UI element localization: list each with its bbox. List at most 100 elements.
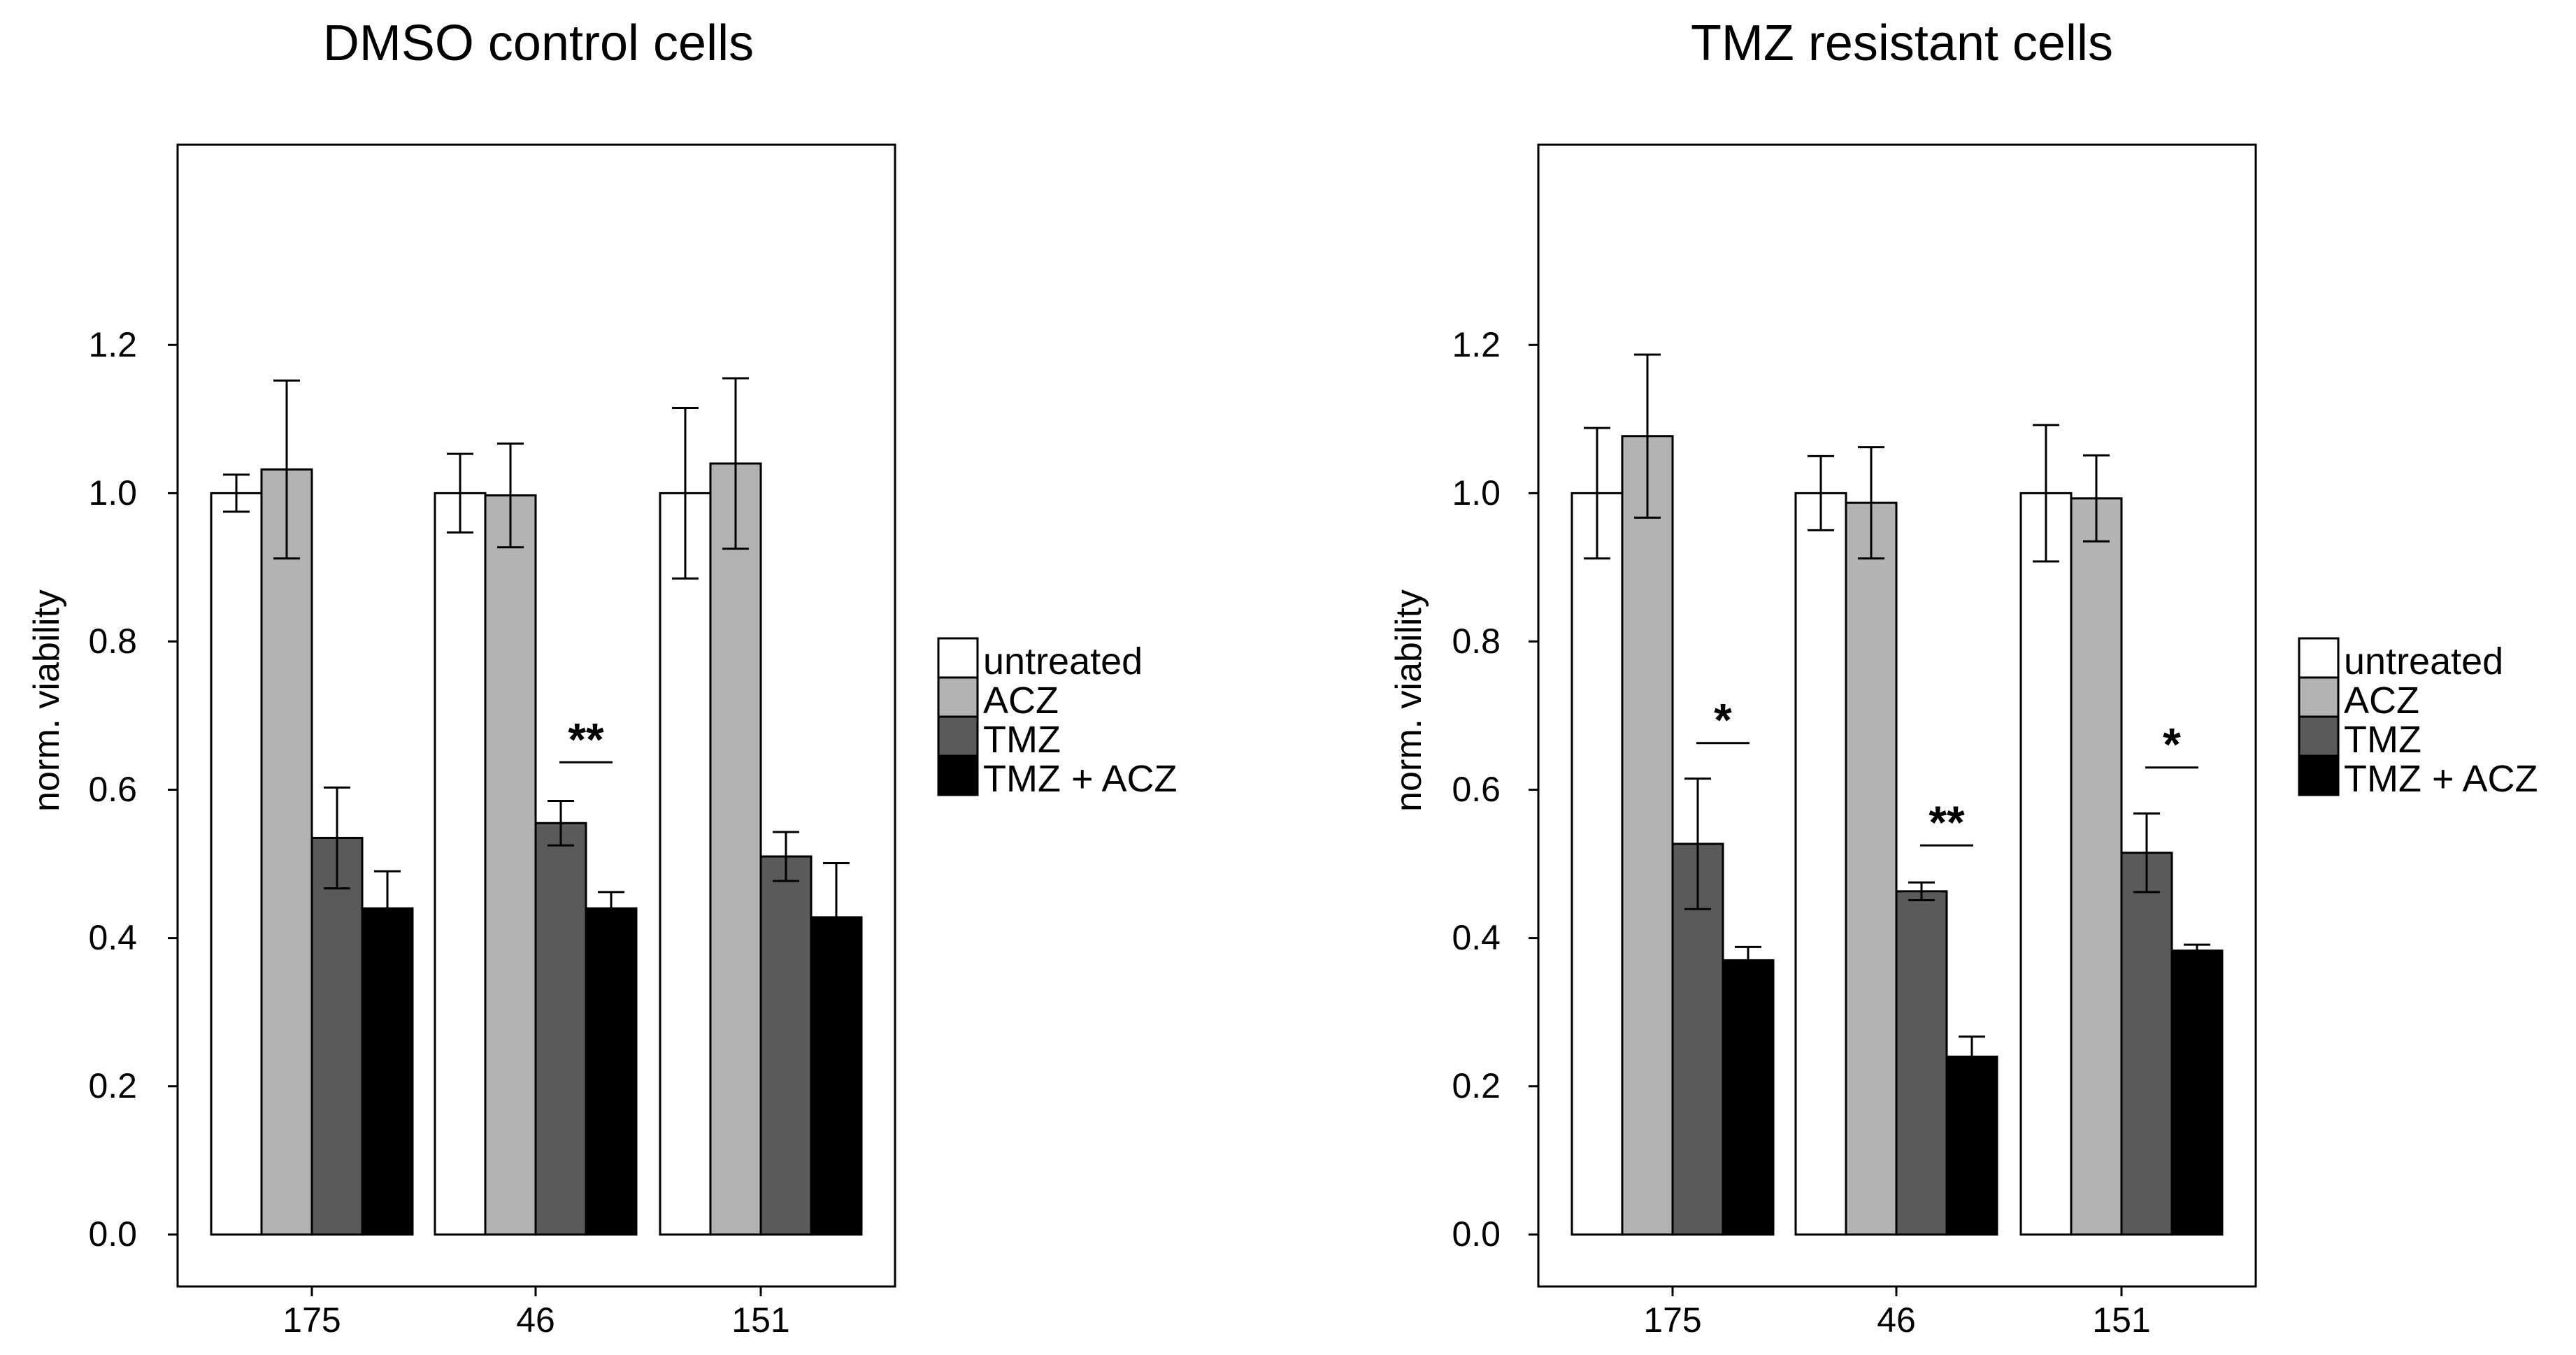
legend-swatch-tmz (2298, 715, 2340, 757)
x-tick-label: 46 (1877, 1300, 1916, 1340)
legend-swatch-acz (2298, 676, 2340, 718)
x-tick-label: 175 (1643, 1300, 1701, 1340)
bar (1945, 1055, 1998, 1236)
y-axis-label: norm. viability (1389, 589, 1429, 812)
legend-label: TMZ (983, 719, 1061, 761)
legend-swatch-untreated (2298, 637, 2340, 679)
bar (1621, 435, 1674, 1236)
bar (2170, 949, 2224, 1236)
error-bar (1584, 426, 1610, 560)
error-bar (1959, 1035, 1985, 1078)
bar (534, 822, 587, 1236)
axes (1529, 143, 2257, 1296)
y-tick-label: 0.2 (88, 1066, 137, 1105)
legend-label: ACZ (2344, 680, 2419, 722)
error-bar (823, 862, 850, 973)
error-bar (324, 786, 350, 890)
significance-label: * (1714, 694, 1732, 746)
bars (1570, 353, 2224, 1236)
error-bar (1808, 454, 1834, 531)
significance-label: * (2163, 719, 2181, 770)
legend-label: untreated (2344, 640, 2503, 682)
bar (2019, 492, 2073, 1236)
error-bar (1735, 945, 1761, 975)
bar (2070, 497, 2123, 1236)
bar (1845, 501, 1898, 1236)
error-bar (722, 377, 749, 550)
bar (361, 907, 414, 1236)
axes (168, 143, 896, 1296)
error-bar (773, 831, 799, 882)
y-tick-label: 1.0 (88, 473, 137, 512)
legend-swatch-acz (937, 676, 979, 718)
error-bar (598, 891, 624, 926)
x-tick-label: 151 (2092, 1300, 2150, 1340)
bar (1895, 890, 1948, 1236)
error-bar (548, 799, 574, 847)
legend-swatch-tmz (937, 715, 979, 757)
bar (709, 462, 762, 1236)
y-tick-label: 0.4 (88, 918, 137, 957)
chart-tmz-resistant: TMZ resistant cells norm. viability 0.0 … (1389, 15, 2538, 1340)
legend-swatch-tmz-acz (2298, 754, 2340, 796)
chart-title: TMZ resistant cells (1691, 15, 2113, 71)
x-tick-label: 46 (516, 1300, 555, 1340)
legend-swatch-tmz-acz (937, 754, 979, 796)
legend-label: ACZ (983, 680, 1059, 722)
bar (310, 836, 364, 1236)
legend-label: untreated (983, 640, 1143, 682)
error-bar (1634, 353, 1661, 519)
error-bar (2083, 454, 2110, 543)
error-bar (223, 473, 250, 513)
bar (2120, 852, 2173, 1236)
significance-markers: ** (559, 713, 613, 765)
y-tick-label: 0.8 (1452, 622, 1501, 661)
chart-dmso: DMSO control cells norm. viability 0.0 0… (27, 15, 1178, 1340)
error-bar (497, 442, 524, 549)
error-bar (374, 870, 401, 947)
legend-label: TMZ (2344, 719, 2421, 761)
chart-title: DMSO control cells (323, 15, 754, 71)
bar (260, 468, 313, 1236)
error-bar (2033, 424, 2059, 563)
legend-label: TMZ + ACZ (983, 758, 1178, 800)
bar (484, 494, 537, 1236)
y-tick-label: 1.2 (88, 325, 137, 364)
y-tick-label: 0.8 (88, 622, 137, 661)
bar (659, 492, 712, 1236)
error-bar (2184, 943, 2210, 958)
error-bar (273, 379, 300, 560)
y-tick-label: 0.0 (1452, 1214, 1501, 1254)
x-tick-label: 151 (731, 1300, 789, 1340)
y-tick-label: 1.0 (1452, 473, 1501, 512)
error-bar (447, 452, 473, 534)
bars (210, 377, 863, 1236)
significance-markers: * ** * (1696, 694, 2198, 848)
y-tick-label: 0.6 (1452, 770, 1501, 809)
bar (210, 492, 263, 1236)
x-tick-label: 175 (282, 1300, 341, 1340)
bar (1722, 959, 1775, 1236)
legend: untreated ACZ TMZ TMZ + ACZ (2298, 637, 2538, 800)
error-bar (672, 406, 699, 580)
y-tick-label: 0.4 (1452, 918, 1501, 957)
significance-label: ** (1929, 796, 1965, 848)
error-bar (1908, 881, 1935, 902)
y-tick-label: 1.2 (1452, 325, 1501, 364)
error-bar (2133, 812, 2160, 894)
y-axis-label: norm. viability (27, 589, 67, 812)
y-tick-label: 0.6 (88, 770, 137, 809)
error-bar (1858, 446, 1884, 560)
bar (1794, 492, 1847, 1236)
error-bar (1684, 777, 1711, 910)
y-tick-label: 0.0 (88, 1214, 137, 1254)
y-tick-label: 0.2 (1452, 1066, 1501, 1105)
legend-swatch-untreated (937, 637, 979, 679)
significance-label: ** (568, 713, 604, 765)
bar (1570, 492, 1624, 1236)
legend: untreated ACZ TMZ TMZ + ACZ (937, 637, 1178, 800)
bar (434, 492, 487, 1236)
legend-label: TMZ + ACZ (2344, 758, 2538, 800)
bar (759, 855, 813, 1236)
